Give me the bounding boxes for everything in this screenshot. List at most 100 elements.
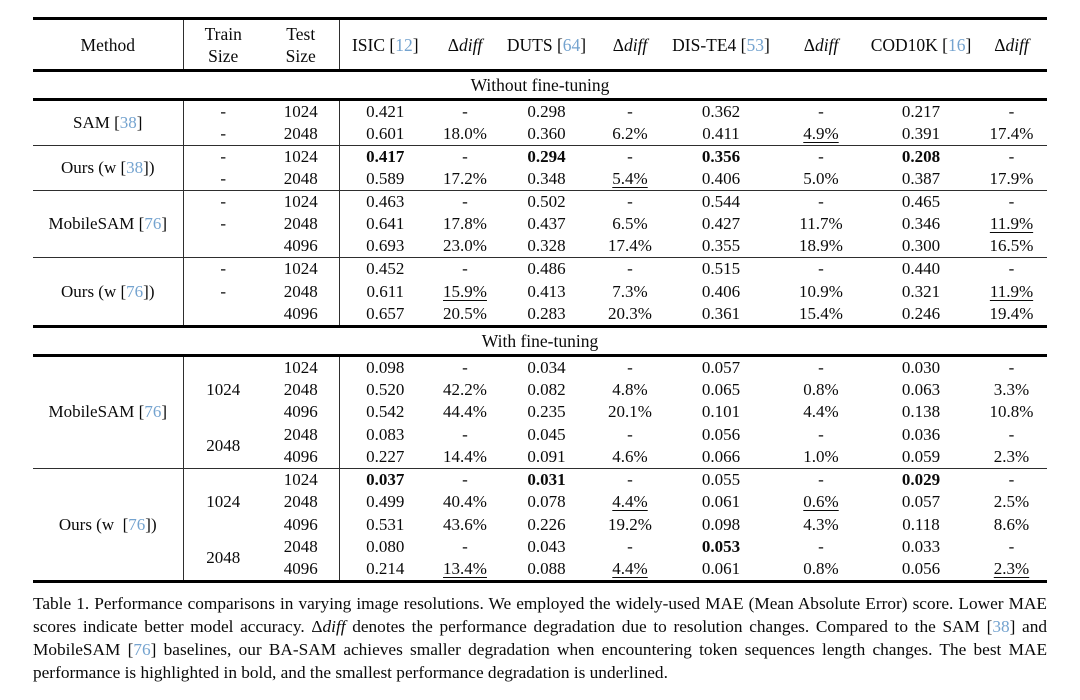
diff-value-cell: - [431, 355, 499, 379]
method-cell: Ours (w [38]) [33, 145, 184, 191]
mae-value-cell: 0.063 [866, 379, 976, 401]
cell-value: 0.657 [366, 303, 405, 323]
cell-value: 0.033 [901, 536, 941, 556]
mae-value-cell: 0.356 [666, 146, 776, 169]
mae-value-cell: 0.208 [866, 146, 976, 169]
diff-value-cell: - [776, 191, 866, 214]
diff-value-cell: 2.3% [976, 558, 1047, 582]
diff-value-cell: 5.0% [776, 168, 866, 191]
citation-link[interactable]: 38 [126, 158, 144, 177]
test-size-cell: 4096 [263, 445, 340, 469]
cell-value: 0.693 [366, 236, 405, 256]
cell-value: 0.413 [527, 281, 566, 301]
table-row: 2048 2048 0.083 - 0.045 - 0.056 - 0.036 - [33, 423, 1047, 455]
test-size-cell: 4096 [263, 401, 340, 424]
cell-value: - [818, 357, 824, 377]
mae-value-cell: 0.515 [666, 258, 776, 281]
diff-value-cell: 23.0% [431, 235, 499, 258]
table-row: 4096 0.531 43.6% 0.226 19.2% 0.098 4.3% 0.118 8.… [33, 513, 1047, 536]
mae-value-cell: 0.411 [666, 123, 776, 146]
cell-value: - [462, 357, 468, 377]
cell-value: - [1008, 147, 1015, 166]
method-cell: SAM [38] [33, 99, 184, 146]
col-header-test-size: Test Size [263, 18, 340, 71]
diff-value-cell: 15.9% [431, 280, 499, 302]
cell-value: 4.4% [803, 402, 839, 422]
citation-link[interactable]: 53 [746, 34, 765, 55]
mae-value-cell: 0.078 [499, 491, 594, 513]
method-cell: MobileSAM [76] [33, 190, 184, 258]
train-size-cell: 1024 [206, 380, 241, 400]
mae-value-cell: 0.283 [499, 303, 594, 327]
cell-value: 0.056 [701, 424, 741, 444]
mae-value-cell: 0.657 [339, 303, 431, 327]
test-size-cell: 1024 [263, 468, 340, 491]
cell-value: 0.601 [366, 124, 405, 143]
cell-value: - [818, 469, 824, 489]
mae-value-cell: 0.387 [866, 168, 976, 191]
cell-value: 11.9% [989, 281, 1034, 301]
diff-value-cell: - [594, 258, 666, 281]
cell-value: 0.083 [366, 424, 405, 444]
cell-value: 0.6% [803, 492, 839, 512]
cell-value: 0.034 [527, 357, 566, 377]
cell-value: - [462, 424, 468, 444]
cell-value: 0.611 [366, 281, 405, 301]
test-size-cell: 1024 [263, 99, 340, 123]
cell-value: - [627, 357, 633, 377]
cell-value: 4.6% [612, 446, 648, 466]
cell-value: 0.463 [366, 192, 405, 211]
mae-value-cell: 0.611 [339, 280, 431, 302]
diff-value-cell: - [976, 424, 1047, 446]
diff-value-cell: 43.6% [431, 513, 499, 535]
diff-value-cell: - [776, 536, 866, 558]
cell-value: 43.6% [443, 514, 487, 534]
cell-value: 0.065 [701, 379, 741, 399]
test-size-cell: 2048 [263, 123, 340, 146]
cell-value: 42.2% [443, 379, 487, 399]
col-header-diff: Δdiff [994, 34, 1029, 55]
mae-value-cell: 0.328 [499, 235, 594, 258]
citation-link[interactable]: 12 [395, 34, 413, 55]
diff-value-cell: - [976, 468, 1047, 491]
test-size-cell: 4096 [263, 235, 340, 258]
cell-value: - [818, 102, 824, 121]
diff-value-cell: 0.8% [776, 379, 866, 401]
citation-link[interactable]: 64 [562, 34, 581, 55]
mae-value-cell: 0.088 [499, 558, 594, 582]
mae-value-cell: 0.421 [339, 100, 431, 124]
diff-value-cell: 17.4% [594, 235, 666, 258]
diff-value-cell: 4.4% [776, 401, 866, 423]
cell-value: 17.4% [989, 124, 1034, 143]
cell-value: 44.4% [443, 402, 487, 422]
test-size-cell: 2048 [263, 378, 340, 402]
cell-value: 17.8% [443, 214, 487, 234]
mae-value-cell: 0.502 [499, 191, 594, 214]
cell-value: - [627, 536, 633, 556]
table-row: SAM [38] - 1024 0.421 - 0.298 - 0.362 - 0.217 - [33, 99, 1047, 146]
citation-link[interactable]: 76 [144, 402, 162, 422]
citation-link[interactable]: 76 [126, 281, 144, 301]
cell-value: 20.5% [443, 303, 487, 323]
mae-value-cell: 0.080 [339, 536, 431, 558]
citation-link[interactable]: 76 [128, 514, 146, 534]
table-row: Ours (w [76]) - 1024 0.452 - 0.486 - 0.515 - 0.44… [33, 257, 1047, 327]
citation-link[interactable]: 38 [992, 617, 1010, 637]
section-header: Without fine-tuning [470, 75, 610, 95]
diff-value-cell: 8.6% [976, 513, 1047, 535]
cell-value: 0.328 [527, 236, 566, 256]
col-header-diff: Δdiff [447, 34, 483, 55]
cell-value: 0.589 [366, 169, 405, 188]
cell-value: 0.356 [701, 147, 741, 166]
citation-link[interactable]: 76 [144, 214, 162, 234]
cell-value: 0.043 [527, 536, 566, 556]
citation-link[interactable]: 38 [119, 113, 137, 132]
diff-value-cell: 15.4% [776, 303, 866, 327]
diff-value-cell: 11.7% [776, 213, 866, 235]
diff-value-cell: 4.3% [776, 513, 866, 535]
cell-value: 0.080 [366, 536, 405, 556]
citation-link[interactable]: 76 [133, 640, 151, 660]
method-cell: Ours (w [76]) [33, 468, 184, 582]
citation-link[interactable]: 16 [947, 34, 966, 55]
diff-value-cell: 20.5% [431, 303, 499, 327]
